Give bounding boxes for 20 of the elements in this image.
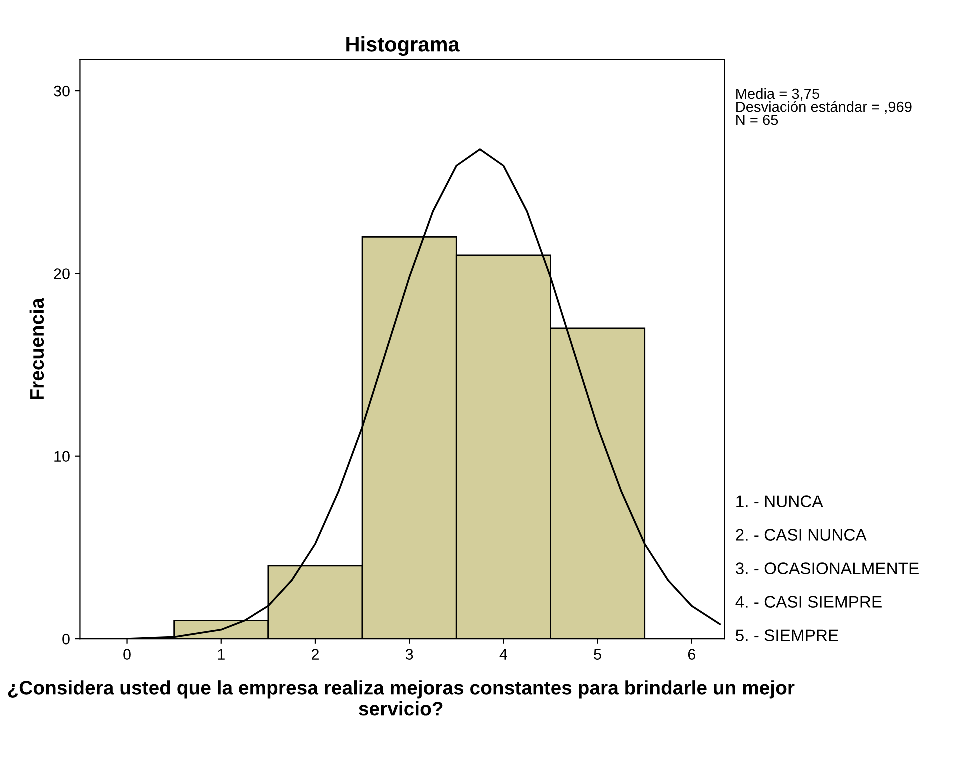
x-tick-label: 6 — [688, 649, 696, 660]
x-tick-label: 2 — [312, 649, 319, 660]
y-tick-label: 20 — [54, 268, 70, 280]
text: 1. - NUNCA — [736, 496, 824, 508]
x-tick-label: 4 — [500, 649, 508, 660]
y-tick-label: 10 — [54, 451, 70, 462]
text: 2. - CASI NUNCA — [736, 529, 867, 541]
x-axis-title: ¿Considera usted que la empresa realiza mejoras constantes para brindarle un mejor servicio? — [8, 680, 795, 716]
y-tick-label: 30 — [54, 86, 70, 97]
x-tick-label: 5 — [594, 649, 602, 660]
x-tick-label: 0 — [124, 649, 131, 660]
x-tick-label: 3 — [406, 649, 414, 660]
text: Media = 3,75 Desviación estándar = ,969 N = 65 — [736, 88, 912, 126]
y-tick-label: 0 — [62, 634, 70, 645]
x-tick-label: 1 — [218, 649, 225, 660]
text: 5. - SIEMPRE — [736, 630, 838, 642]
chart-title: Histograma — [346, 36, 460, 56]
text: 4. - CASI SIEMPRE — [736, 596, 882, 608]
text: 3. - OCASIONALMENTE — [736, 562, 919, 574]
y-axis-title: Frecuencia — [30, 298, 44, 400]
